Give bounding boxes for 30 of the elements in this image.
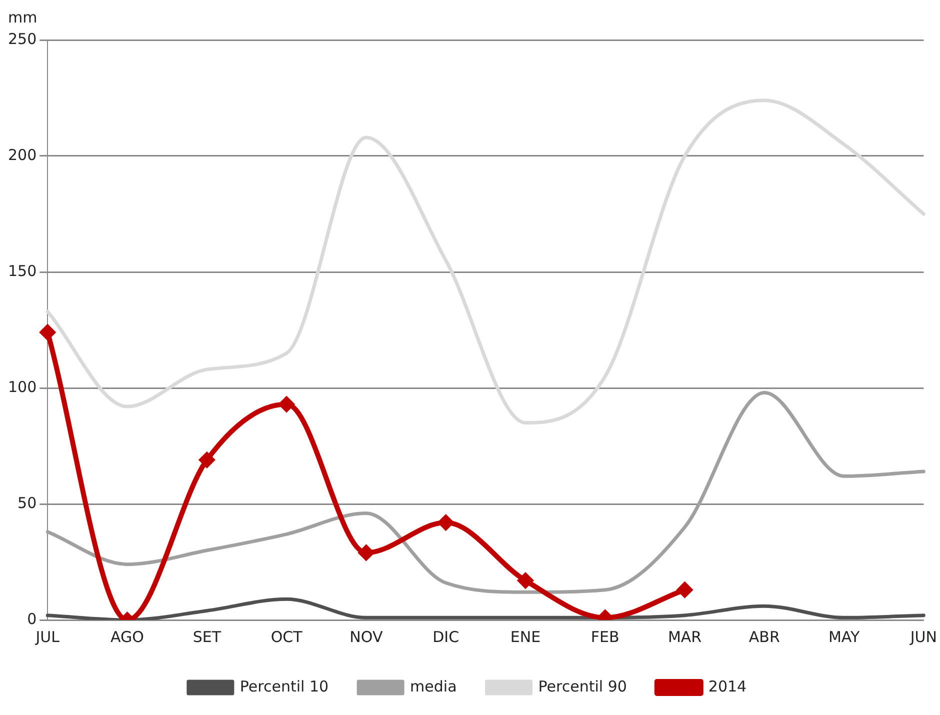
x-tick-label: AGO: [110, 628, 144, 646]
y-tick-label: 50: [18, 494, 37, 512]
point: [438, 515, 454, 530]
x-tick-label: MAR: [668, 628, 702, 646]
point: [677, 582, 692, 598]
x-tick-label: DIC: [432, 628, 460, 646]
y-tick-label: 200: [8, 146, 37, 164]
legend-label: Percentil 90: [538, 677, 627, 696]
legend-label: Percentil 10: [240, 677, 329, 696]
x-tick-label: OCT: [270, 628, 304, 646]
x-tick-label: NOV: [350, 628, 384, 646]
point: [279, 396, 294, 412]
y-tick-label: 100: [8, 378, 37, 396]
legend-label: media: [410, 677, 457, 696]
x-tick-label: ABR: [748, 628, 780, 646]
x-tick-label: JUL: [34, 628, 60, 646]
x-tick-label: ENE: [510, 628, 541, 646]
y-axis-title: mm: [8, 8, 38, 26]
x-tick-label: SET: [192, 628, 222, 646]
point: [518, 573, 533, 588]
x-tick-label: MAY: [828, 628, 860, 646]
point: [40, 324, 56, 340]
y-tick-label: 150: [8, 262, 37, 280]
point: [199, 452, 214, 468]
y-tick-label: 250: [8, 30, 37, 48]
legend-label: 2014: [708, 677, 747, 696]
x-tick-label: FEB: [590, 628, 620, 646]
x-tick-label: JUN: [909, 628, 937, 646]
point: [358, 545, 374, 560]
y-tick-label: 0: [27, 610, 37, 628]
